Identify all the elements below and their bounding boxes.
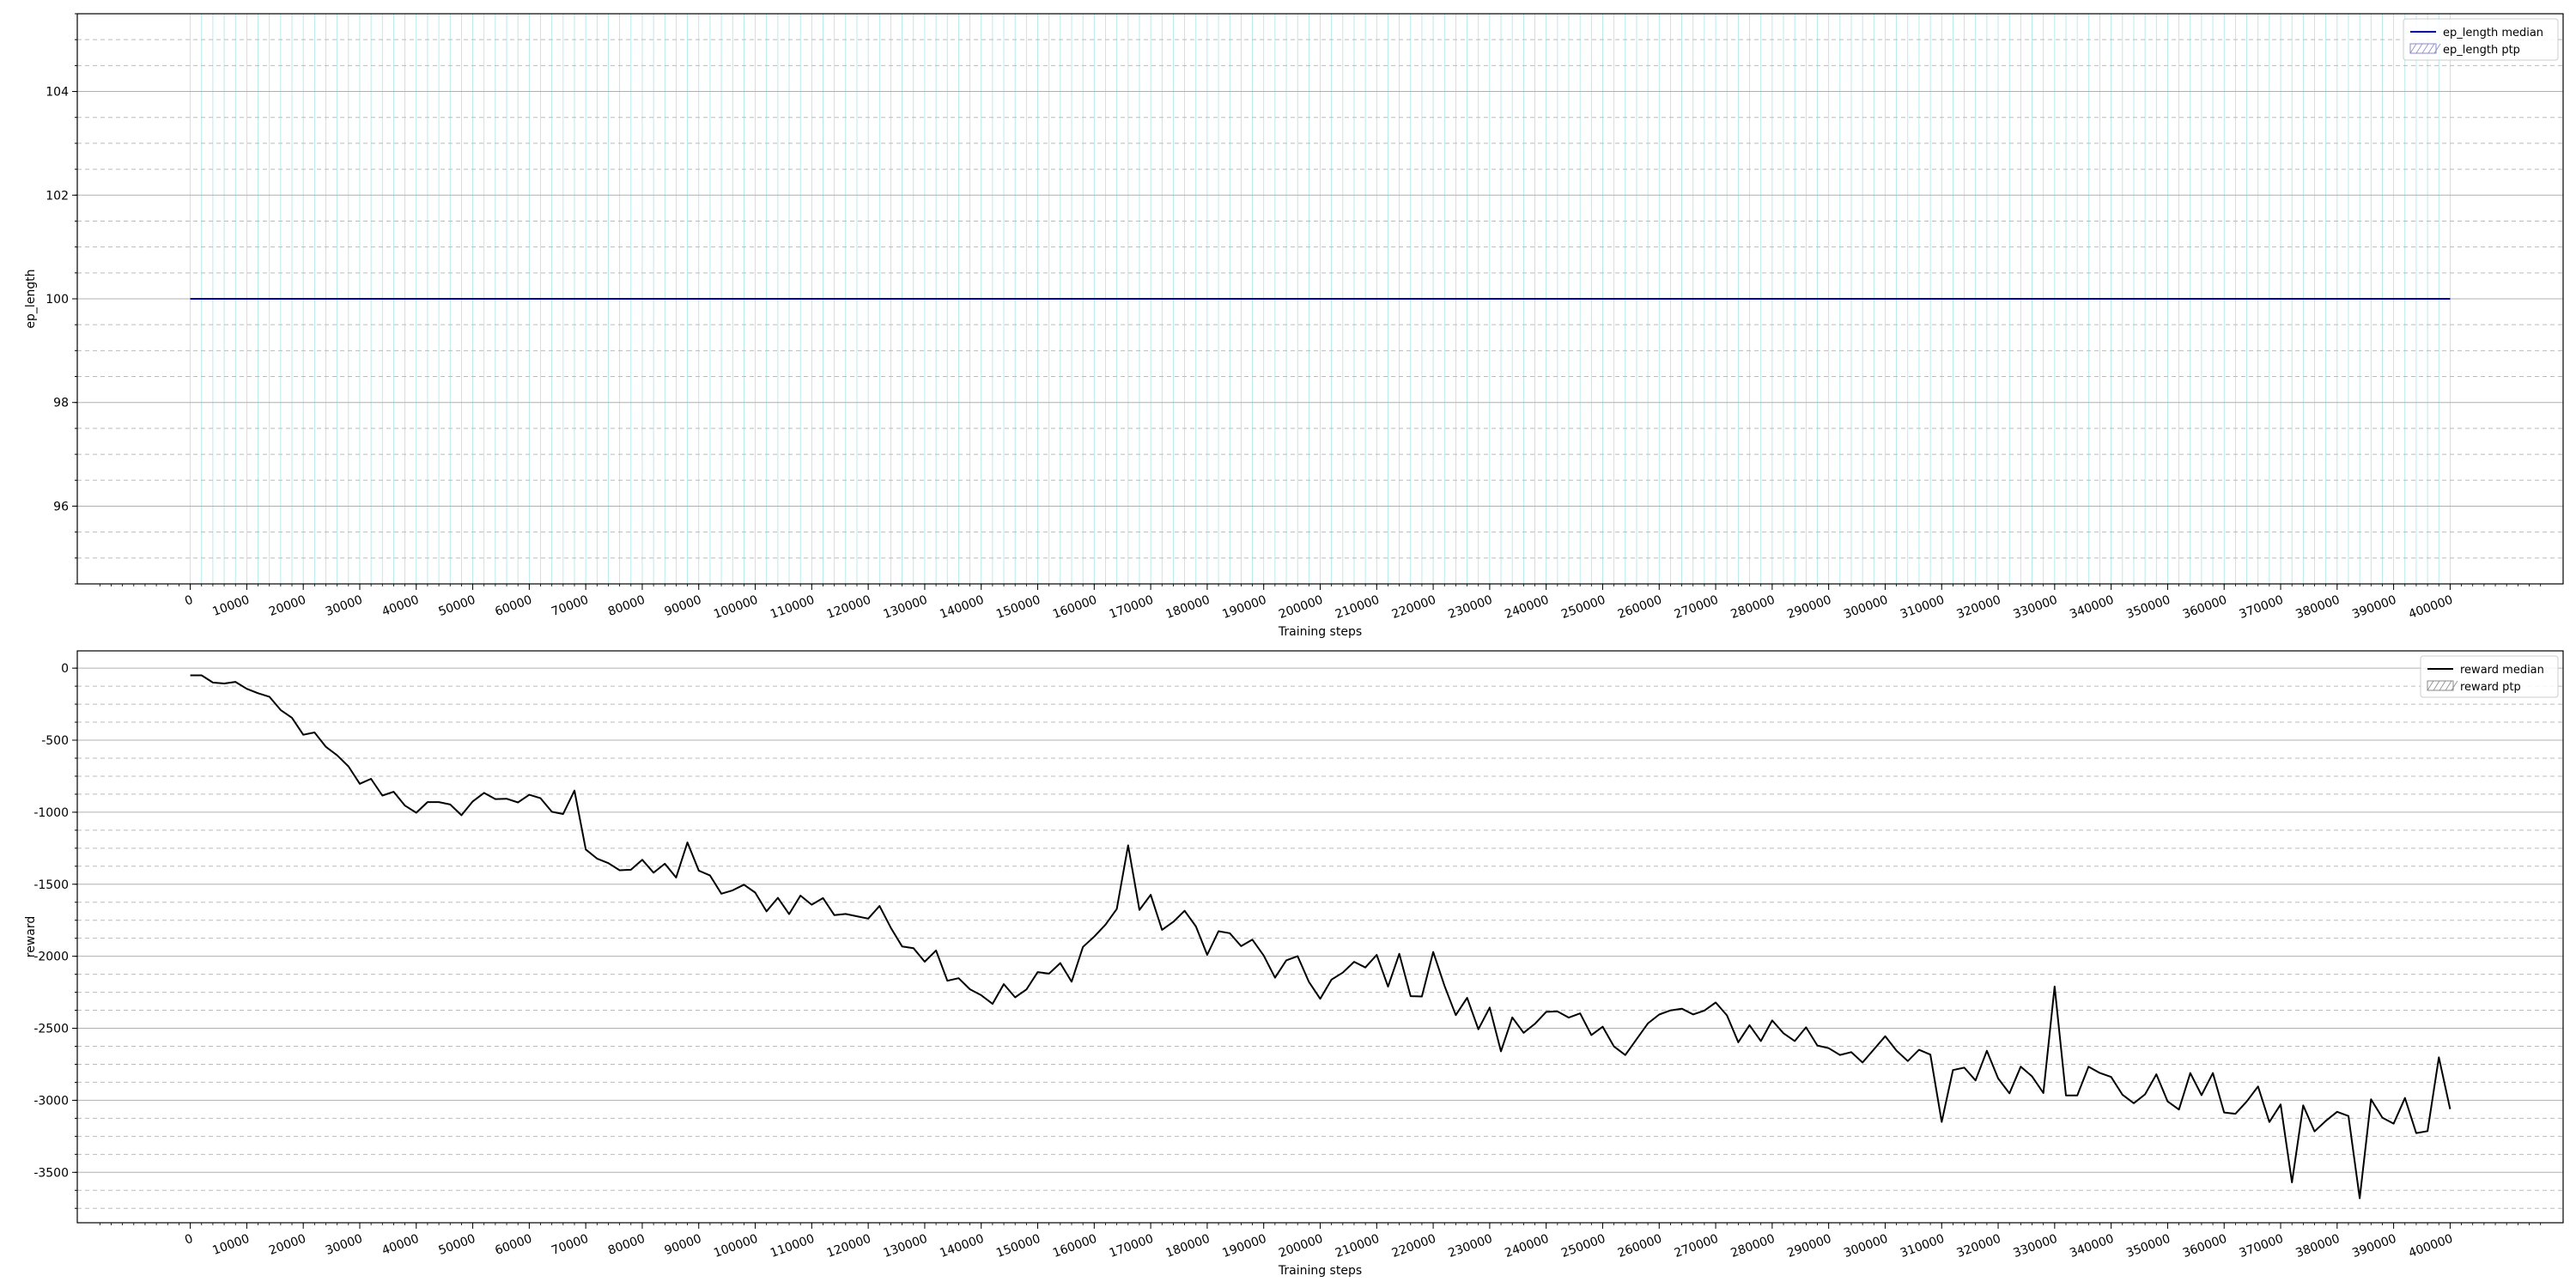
y-tick-label: -500 <box>41 734 69 748</box>
ep-length-x-axis-label: Training steps <box>1278 625 1362 639</box>
reward-legend-frame <box>2420 655 2559 698</box>
legend-hatch <box>2439 680 2446 691</box>
y-tick-label: 100 <box>46 293 69 307</box>
legend-hatch <box>2433 680 2440 691</box>
legend-hatch <box>2433 43 2441 54</box>
reward-y-axis-label: reward <box>24 916 38 958</box>
y-tick-label: -2500 <box>33 1023 69 1036</box>
legend-hatch <box>2409 43 2417 54</box>
y-tick-label: 96 <box>53 500 69 513</box>
y-tick-label: -1000 <box>33 806 69 820</box>
reward-x-axis-label: Training steps <box>1278 1264 1362 1278</box>
ep-length-legend: ep_length median ep_length ptp <box>2403 18 2559 61</box>
reward-legend-ptp-swatch <box>2427 680 2454 691</box>
ep-length-legend-median-label: ep_length median <box>2443 27 2543 39</box>
y-tick-label: 98 <box>53 397 69 410</box>
reward-legend: reward median reward ptp <box>2420 655 2559 698</box>
reward-median-line <box>190 674 2451 1200</box>
y-tick-label: 0 <box>61 662 69 676</box>
ep-length-legend-ptp-label: ep_length ptp <box>2443 44 2520 57</box>
ep-length-legend-ptp-swatch <box>2409 43 2437 54</box>
legend-hatch <box>2427 43 2435 54</box>
legend-hatch <box>2445 680 2452 691</box>
y-tick-label: 104 <box>46 86 69 100</box>
ep-length-legend-frame <box>2403 18 2559 61</box>
ep-length-y-axis-label: ep_length <box>24 269 38 328</box>
legend-hatch <box>2421 43 2429 54</box>
reward-grid <box>77 667 2563 1209</box>
legend-hatch <box>2451 680 2458 691</box>
y-tick-label: 102 <box>46 189 69 203</box>
y-tick-label: -3500 <box>33 1166 69 1180</box>
y-tick-label: -2000 <box>33 951 69 964</box>
legend-hatch <box>2427 680 2434 691</box>
reward-legend-median-label: reward median <box>2460 664 2544 677</box>
reward-series <box>190 674 2451 1200</box>
y-tick-label: -3000 <box>33 1094 69 1108</box>
legend-hatch <box>2415 43 2423 54</box>
y-tick-label: -1500 <box>33 878 69 892</box>
reward-legend-ptp-label: reward ptp <box>2460 681 2521 694</box>
